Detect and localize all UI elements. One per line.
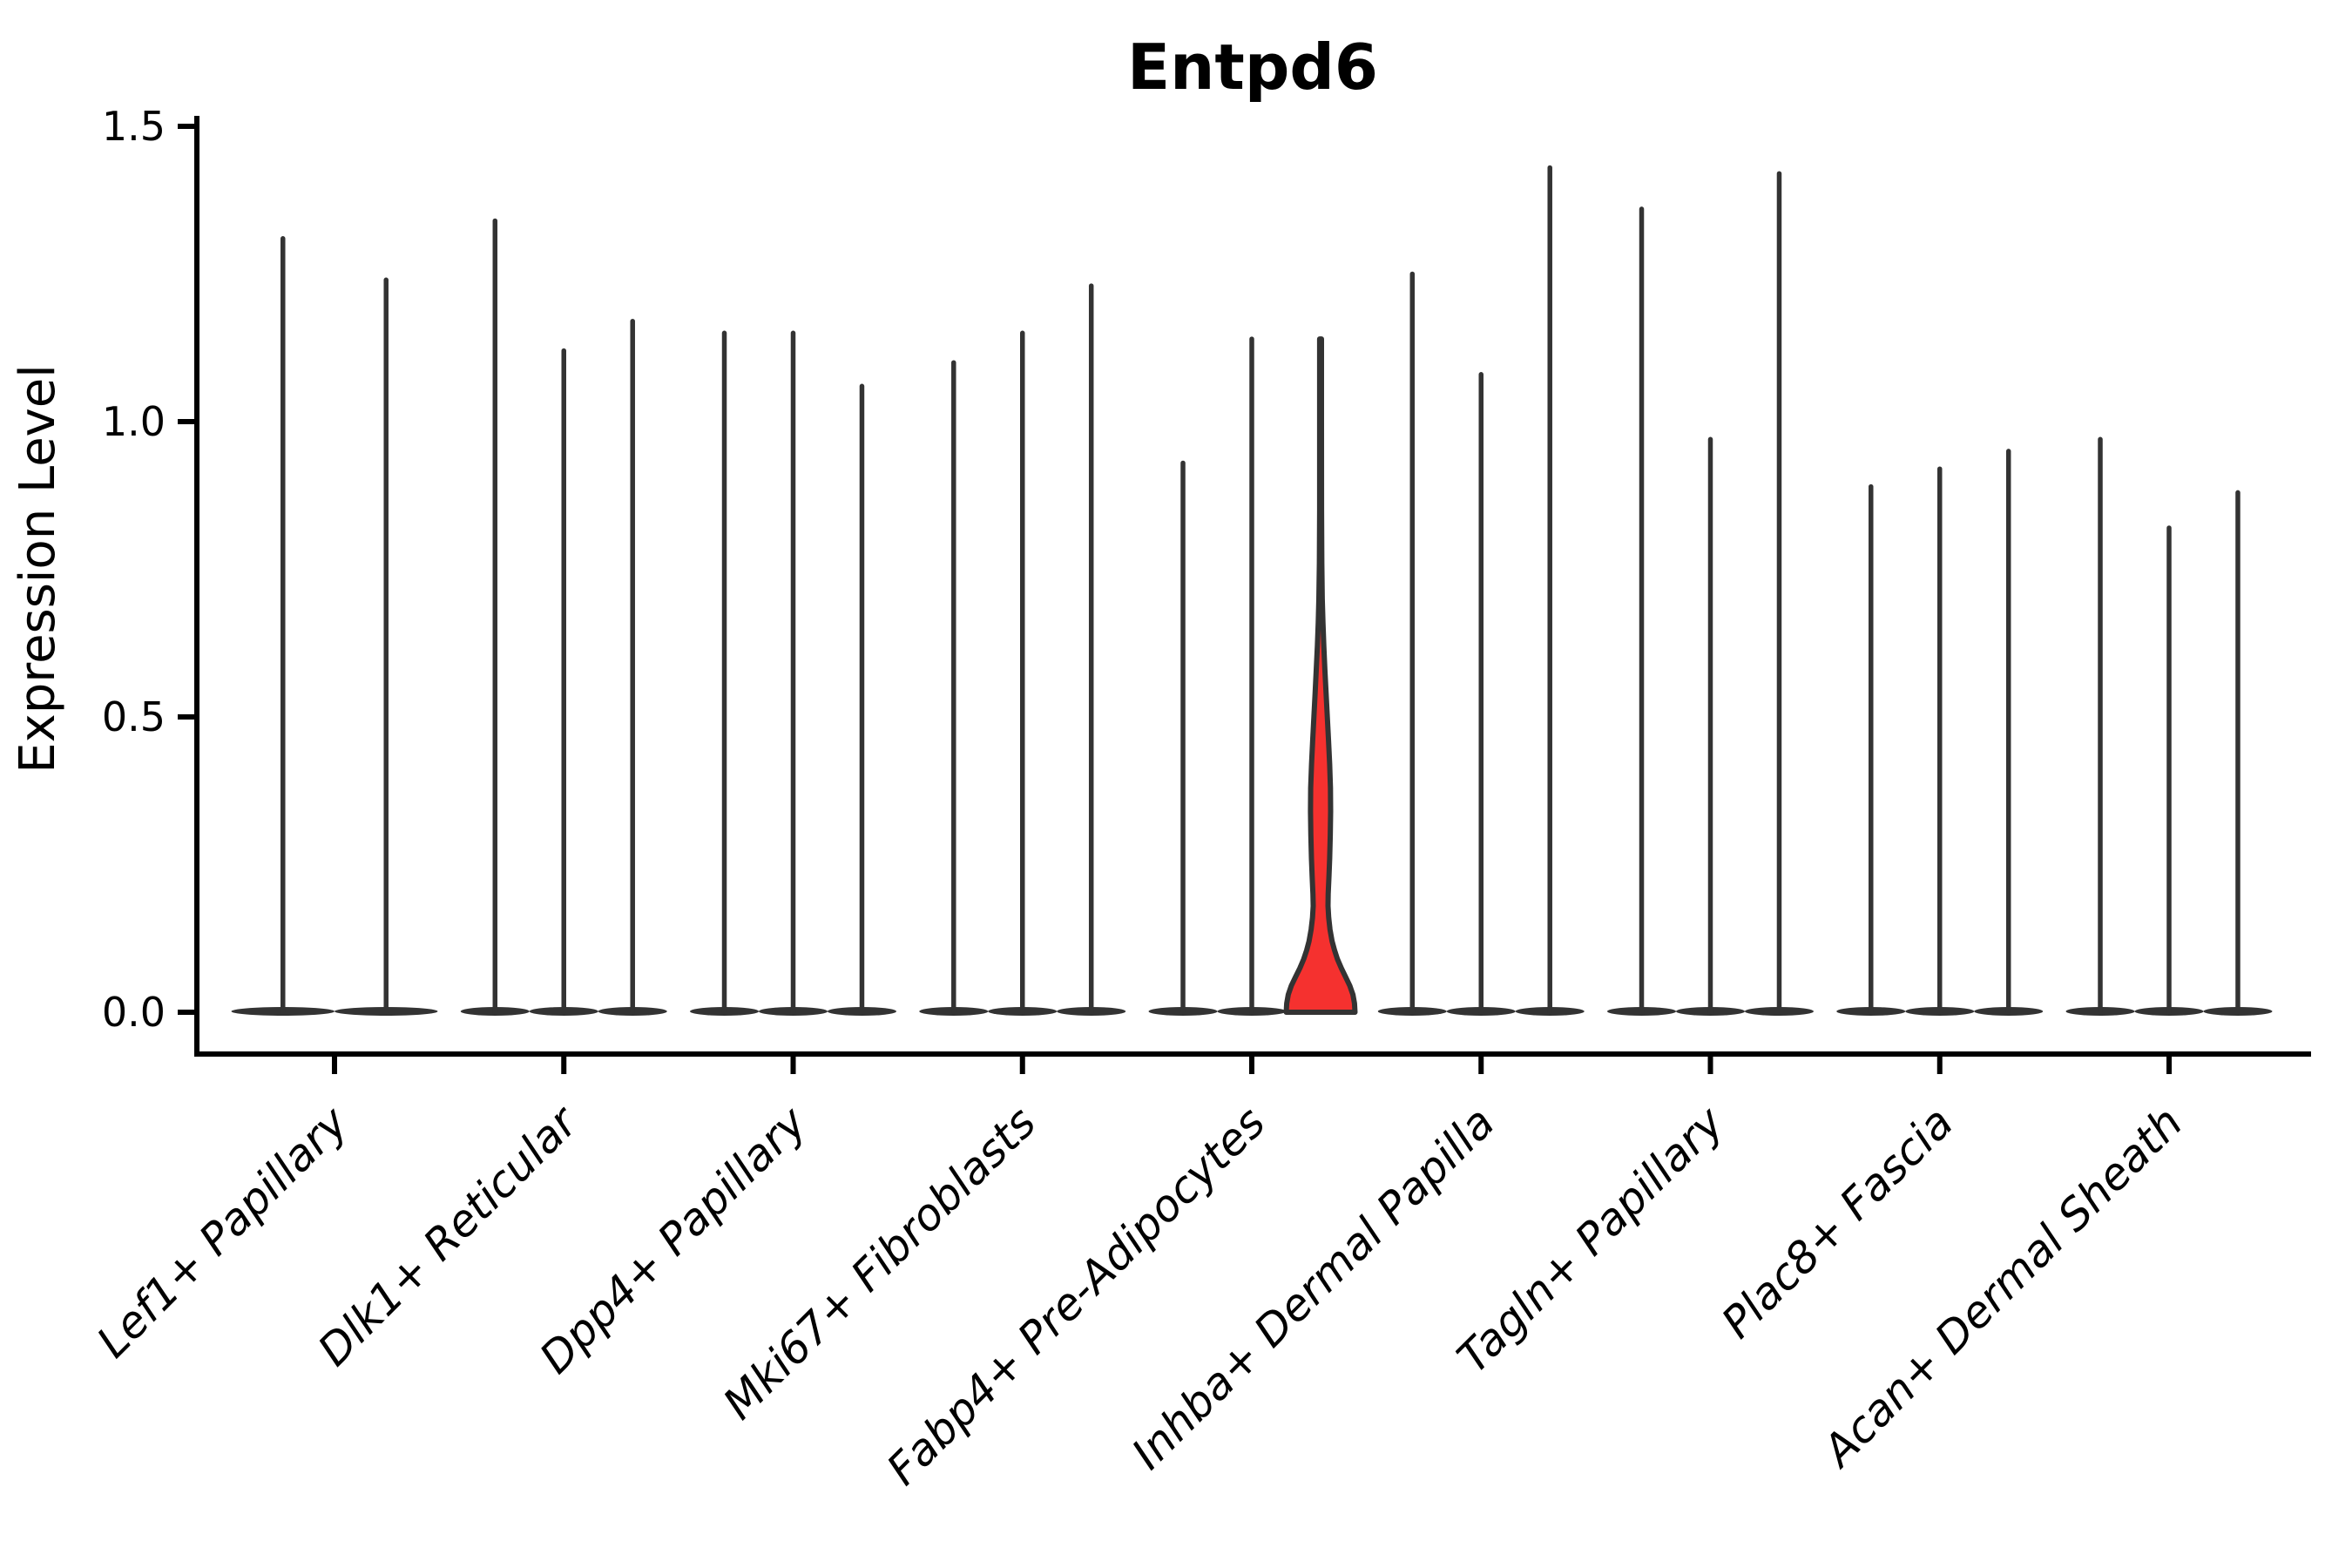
x-tick-label: Fabp4+ Pre-Adipocytes: [877, 1097, 1275, 1495]
y-axis-label: Expression Level: [10, 364, 66, 774]
y-tick-label: 0.0: [102, 989, 166, 1036]
x-tick-label: Inhba+ Dermal Papilla: [1122, 1097, 1504, 1478]
x-tick-label: Acan+ Dermal Sheath: [1812, 1097, 2193, 1477]
violins-layer: [231, 165, 2273, 1016]
x-tick-label: Lef1+ Papillary: [87, 1096, 358, 1367]
y-tick-label: 1.5: [102, 103, 166, 150]
chart-title: Entpd6: [1127, 30, 1378, 104]
y-tick-label: 1.0: [102, 398, 166, 445]
x-tick-label: Plac8+ Fascia: [1712, 1097, 1963, 1348]
y-axis-ticks: 0.0 0.5 1.0 1.5: [102, 103, 197, 1036]
highlight-violin: [1283, 336, 1358, 1015]
y-tick-label: 0.5: [102, 693, 166, 740]
